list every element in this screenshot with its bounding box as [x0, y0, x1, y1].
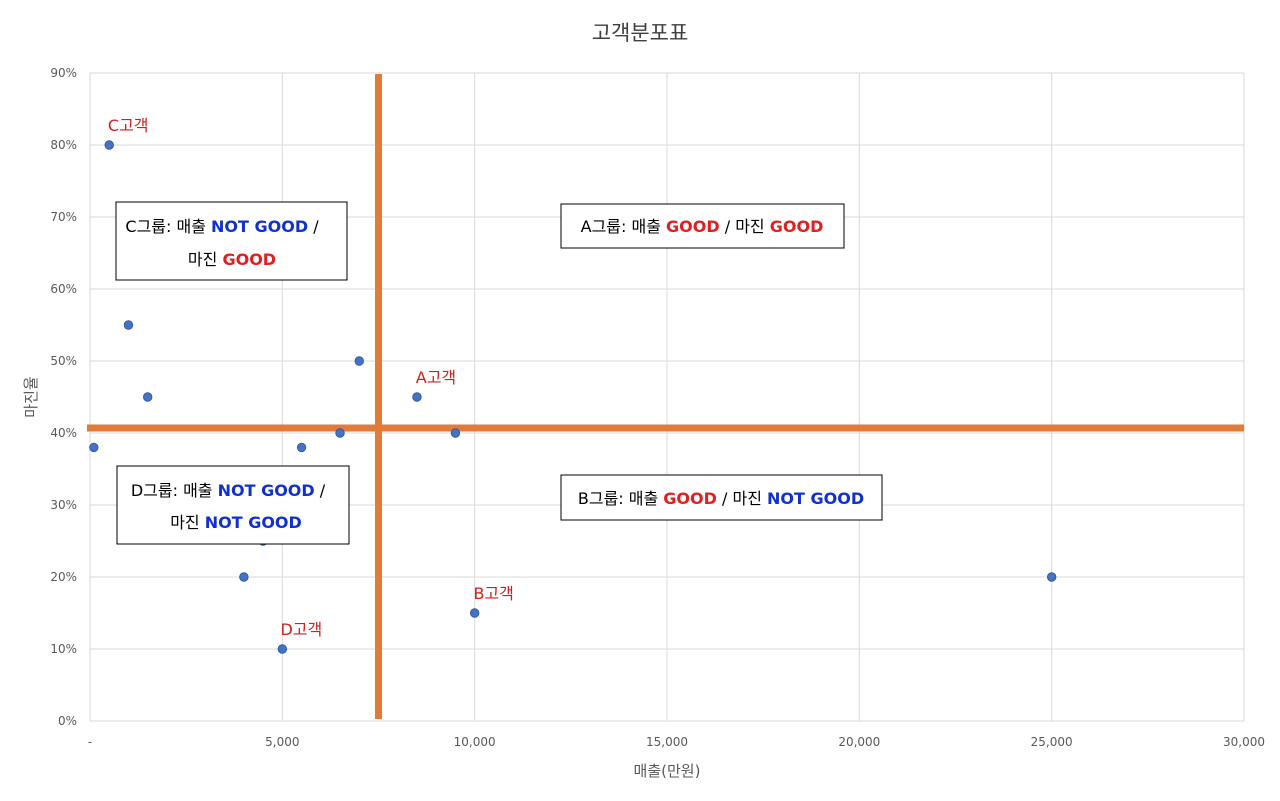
quadrant-text-segment: 마진 [170, 513, 205, 532]
x-tick-label: - [88, 735, 92, 749]
data-point [335, 428, 345, 438]
y-tick-label: 90% [50, 66, 77, 80]
chart-title: 고객분포표 [592, 21, 689, 45]
quadrant-text-segment: NOT GOOD [767, 489, 864, 508]
y-tick-label: 20% [50, 570, 77, 584]
data-point [123, 320, 134, 330]
data-point [89, 442, 99, 453]
quadrant-box-c [115, 201, 348, 281]
x-tick-label: 25,000 [1031, 735, 1073, 749]
quadrant-text-segment: NOT GOOD [218, 481, 315, 500]
data-point [296, 442, 307, 453]
point-label: C고객 [108, 116, 149, 135]
data-point [1046, 572, 1057, 582]
quadrant-text-segment: / 마진 [720, 217, 770, 236]
reference-lines [87, 74, 1244, 719]
quadrant-box-c-line: C그룹: 매출 NOT GOOD / [125, 217, 319, 236]
quadrant-text-segment: 마진 [188, 250, 223, 269]
x-tick-label: 5,000 [265, 735, 299, 749]
quadrant-box-b [560, 474, 883, 521]
y-tick-label: 70% [50, 210, 77, 224]
data-point [354, 356, 364, 366]
point-label: B고객 [473, 584, 513, 603]
quadrant-text-segment: / 마진 [717, 489, 767, 508]
quadrant-text-segment: GOOD [222, 250, 276, 269]
x-tick-label: 15,000 [646, 735, 688, 749]
data-point [450, 428, 461, 438]
data-point [142, 392, 153, 402]
quadrant-text-segment: GOOD [663, 489, 717, 508]
quadrant-text-segment: C그룹: 매출 [125, 217, 211, 236]
y-tick-label: 10% [50, 642, 77, 656]
point-label: A고객 [416, 368, 456, 387]
y-tick-label: 80% [50, 138, 77, 152]
data-point [469, 608, 480, 618]
quadrant-text-segment: GOOD [770, 217, 824, 236]
quadrant-text-segment: / [308, 217, 319, 236]
x-tick-label: 20,000 [838, 735, 880, 749]
quadrant-text-segment: GOOD [666, 217, 720, 236]
quadrant-box-d-line: D그룹: 매출 NOT GOOD / [131, 481, 326, 500]
data-point [104, 140, 114, 150]
point-label: D고객 [280, 620, 322, 639]
quadrant-box-a-line: A그룹: 매출 GOOD / 마진 GOOD [581, 217, 824, 236]
point-labels: C고객 A고객 B고객 D고객 [108, 116, 514, 639]
data-points [89, 140, 1057, 654]
data-point [239, 572, 249, 582]
quadrant-box-b-line: B그룹: 매출 GOOD / 마진 NOT GOOD [578, 489, 864, 508]
y-tick-label: 30% [50, 498, 77, 512]
data-point [277, 644, 288, 654]
quadrant-text-segment: NOT GOOD [205, 513, 302, 532]
y-tick-label: 60% [50, 282, 77, 296]
quadrant-text-segment: NOT GOOD [211, 217, 308, 236]
x-tick-label: 30,000 [1223, 735, 1265, 749]
tick-labels: 0% 10% 20% 30% 40% 50% 60% 70% 80% 90% - 5,000 10,00… [50, 66, 1265, 749]
quadrant-box-d [116, 465, 350, 545]
quadrant-text-segment: B그룹: 매출 [578, 489, 663, 508]
data-point [412, 392, 422, 402]
y-tick-label: 50% [50, 354, 77, 368]
y-tick-label: 0% [58, 714, 77, 728]
x-axis-title: 매출(만원) [634, 762, 701, 780]
quadrant-text-segment: / [315, 481, 326, 500]
quadrant-text-segment: D그룹: 매출 [131, 481, 218, 500]
quadrant-box-a [560, 203, 845, 249]
quadrant-box-c-line: 마진 GOOD [188, 250, 276, 269]
y-tick-label: 40% [50, 426, 77, 440]
quadrant-text-segment: A그룹: 매출 [581, 217, 666, 236]
x-tick-label: 10,000 [454, 735, 496, 749]
y-axis-title: 마진율 [22, 376, 40, 417]
quadrant-box-d-line: 마진 NOT GOOD [170, 513, 302, 532]
